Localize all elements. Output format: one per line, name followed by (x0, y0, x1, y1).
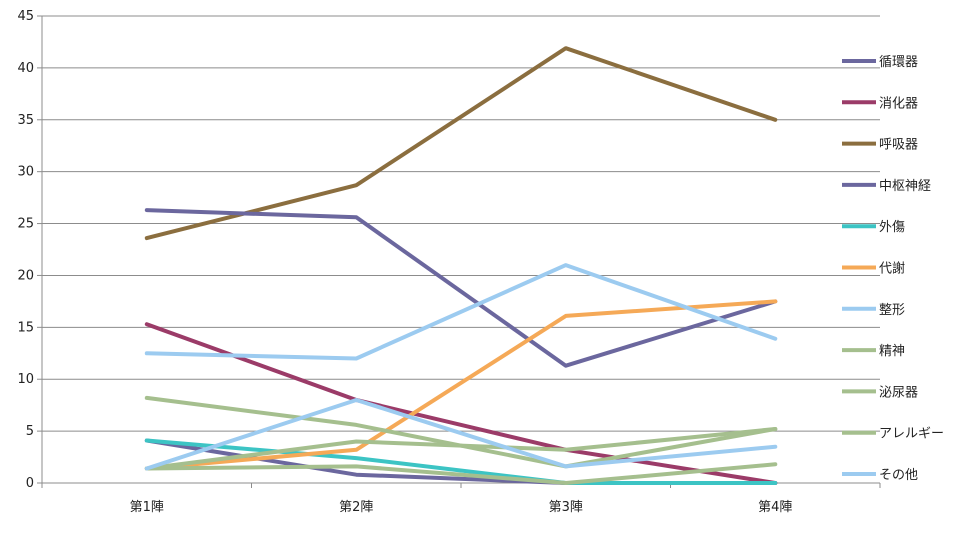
legend-label: 中枢神経 (879, 179, 931, 194)
legend-label: 循環器 (879, 55, 918, 70)
legend-label: 整形 (879, 303, 905, 318)
series-line-9 (144, 427, 778, 471)
legend-label: 呼吸器 (879, 138, 918, 153)
x-tick-label: 第1陣 (130, 500, 164, 515)
legend-label: 泌尿器 (879, 385, 918, 400)
y-tick-label: 15 (17, 320, 34, 335)
y-tick-label: 35 (17, 113, 34, 128)
legend-label: その他 (879, 468, 918, 483)
y-tick-label: 10 (17, 372, 34, 387)
series-lines (144, 46, 778, 485)
x-axis: 第1陣 第2陣 第3陣 第4陣 (41, 482, 881, 515)
x-tick-label: 第2陣 (339, 500, 373, 515)
y-axis: 0 5 10 15 20 25 30 35 40 45 (17, 9, 43, 491)
y-tick-label: 40 (17, 61, 34, 76)
series-line-4 (144, 438, 778, 485)
y-tick-label: 0 (26, 476, 34, 491)
x-tick-label: 第3陣 (549, 500, 583, 515)
y-tick-label: 30 (17, 165, 34, 180)
legend-label: 代謝 (879, 262, 905, 277)
legend-label: 精神 (879, 344, 905, 359)
y-tick-label: 25 (17, 217, 34, 232)
series-line-10 (144, 398, 778, 471)
y-tick-label: 45 (17, 9, 34, 24)
series-line-3 (144, 208, 778, 368)
y-tick-label: 5 (26, 424, 34, 439)
series-line-8 (144, 462, 778, 485)
series-line-1 (144, 322, 778, 485)
legend-label: 消化器 (879, 96, 918, 111)
legend-label: アレルギー (879, 427, 944, 442)
series-line-5 (144, 299, 778, 471)
series-line-6 (144, 263, 778, 361)
legend-label: 外傷 (879, 220, 905, 235)
x-tick-label: 第4陣 (758, 500, 792, 515)
y-tick-label: 20 (17, 268, 34, 283)
gridlines (42, 15, 880, 484)
series-line-2 (144, 46, 778, 241)
